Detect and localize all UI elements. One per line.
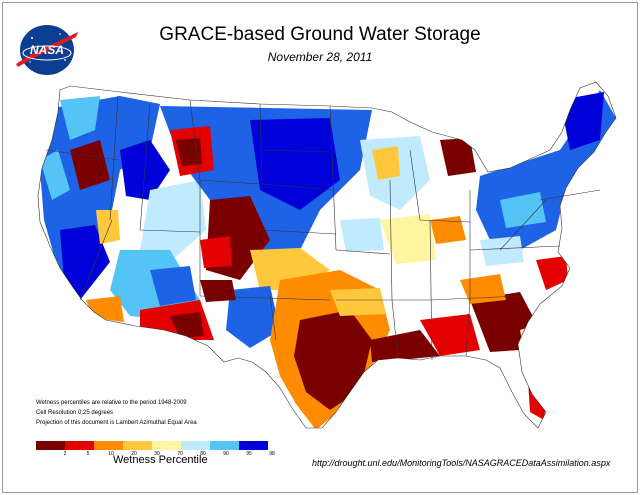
- legend-tick: 20: [131, 451, 137, 457]
- map-notes: Wetness percentiles are relative to the …: [36, 398, 197, 428]
- legend-swatch: [123, 441, 152, 450]
- legend-swatch: [181, 441, 210, 450]
- legend-tick: 95: [246, 451, 252, 457]
- legend-tick: 2: [63, 451, 67, 457]
- note-resolution: Cell Resolution 0.25 degrees: [36, 410, 114, 416]
- legend-swatch: [94, 441, 123, 450]
- legend-swatch: [36, 441, 65, 450]
- legend-ticks: 2 5 10 20 30 70 80 90 95 98: [36, 451, 276, 461]
- legend-label: Wetness Percentile: [113, 454, 208, 466]
- note-projection: Projection of this document is Lambert A…: [36, 420, 197, 426]
- map-title: GRACE-based Ground Water Storage: [159, 24, 481, 45]
- source-url[interactable]: http://drought.unl.edu/MonitoringTools/N…: [312, 458, 611, 468]
- map-date: November 28, 2011: [267, 50, 373, 64]
- legend-color-bar: [36, 441, 268, 450]
- legend-tick: 5: [86, 451, 90, 457]
- legend-tick: 10: [108, 451, 114, 457]
- legend-tick: 30: [154, 451, 160, 457]
- legend-tick: 80: [200, 451, 206, 457]
- legend-swatch: [152, 441, 181, 450]
- nasa-logo: NASA: [16, 25, 78, 75]
- legend-swatch: [65, 441, 94, 450]
- svg-text:NASA: NASA: [30, 43, 64, 57]
- legend-swatch: [239, 441, 268, 450]
- legend-swatch: [210, 441, 239, 450]
- legend-tick: 90: [223, 451, 229, 457]
- note-period: Wetness percentiles are relative to the …: [36, 400, 187, 406]
- legend-tick: 98: [269, 451, 275, 457]
- legend-tick: 70: [177, 451, 183, 457]
